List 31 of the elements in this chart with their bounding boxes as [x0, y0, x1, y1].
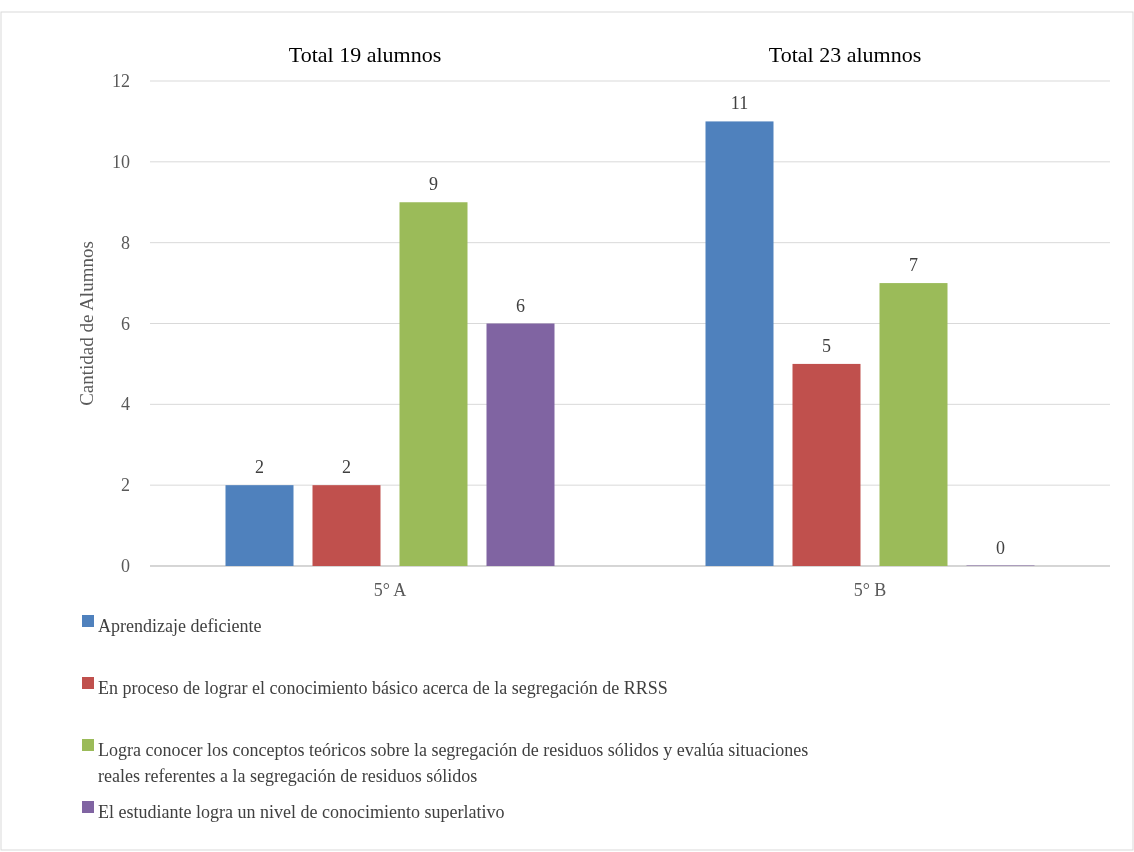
- bar: [225, 485, 294, 566]
- y-tick-label: 2: [121, 475, 130, 496]
- data-label: 2: [255, 457, 264, 478]
- y-tick-label: 8: [121, 232, 130, 253]
- data-label: 6: [516, 295, 525, 316]
- y-tick-label: 10: [112, 151, 130, 172]
- bar: [399, 202, 468, 566]
- text: Total 23 alumnos: [768, 42, 922, 67]
- x-tick-label: 5° B: [853, 580, 887, 600]
- legend-label: El estudiante logra un nivel de conocimiento superlativo: [98, 802, 505, 822]
- data-label: 7: [909, 255, 918, 276]
- bar: [879, 283, 948, 566]
- bar: [792, 363, 861, 566]
- data-label: 9: [429, 174, 438, 195]
- y-tick-label: 0: [121, 556, 130, 576]
- legend-label: Logra conocer los conceptos teóricos sobre la segregación de residuos sólidos y evalúa situaciones reales referentes a la segregación de residuos sólidos: [98, 740, 809, 786]
- data-label: 11: [730, 93, 749, 114]
- data-label: 0: [996, 538, 1005, 558]
- data-label: 2: [342, 457, 351, 478]
- bar: [705, 121, 774, 566]
- y-tick-label: 6: [121, 313, 130, 334]
- x-tick-label: 5° A: [373, 580, 407, 600]
- legend-label: En proceso de lograr el conocimiento básico acerca de la segregación de RRSS: [98, 678, 668, 698]
- bar: [486, 323, 555, 566]
- y-tick-label: 4: [121, 394, 130, 415]
- text: Total 19 alumnos: [288, 42, 442, 67]
- y-tick-label: 12: [112, 71, 130, 91]
- legend-label: Aprendizaje deficiente: [98, 616, 262, 636]
- bar: [312, 485, 381, 566]
- data-label: 5: [822, 335, 831, 356]
- y-axis-title: Cantidad de Alumnos: [76, 241, 97, 406]
